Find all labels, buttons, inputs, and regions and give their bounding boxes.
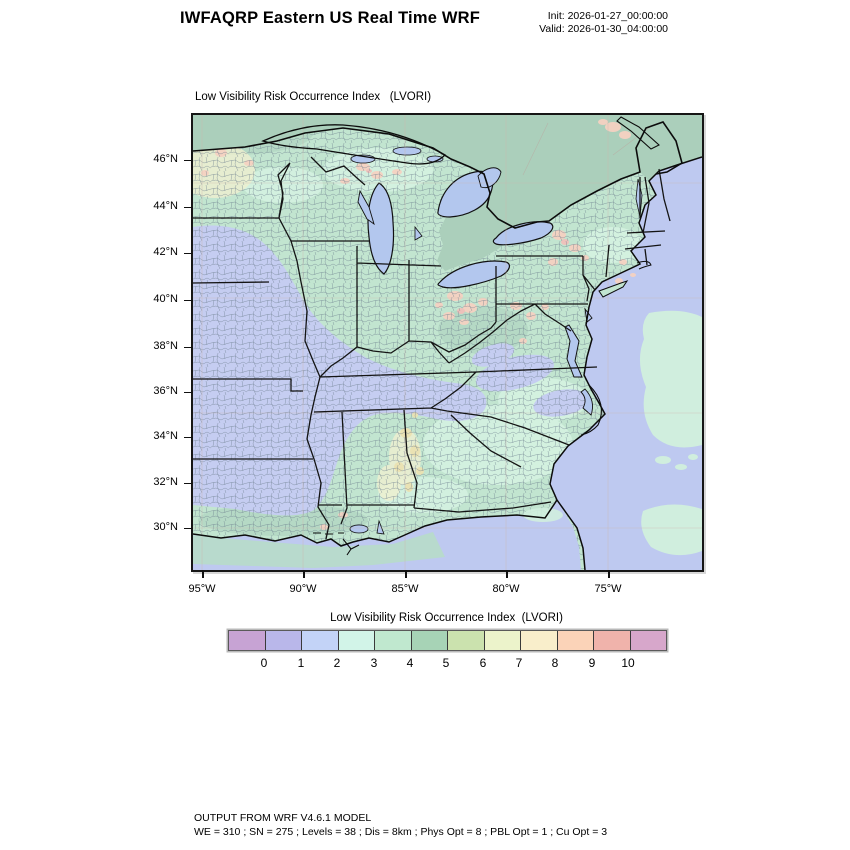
colorbar	[228, 630, 667, 651]
colorbar-segment	[229, 631, 266, 650]
graticule	[193, 115, 702, 570]
nova-scotia	[616, 116, 660, 150]
y-tick-label: 30°N	[153, 521, 178, 533]
x-tick-label: 85°W	[391, 583, 419, 595]
footer-config-line: WE = 310 ; SN = 275 ; Levels = 38 ; Dis …	[194, 825, 608, 838]
y-tick	[184, 206, 193, 208]
colorbar-segment	[521, 631, 558, 650]
colorbar-tick-label: 2	[333, 656, 341, 670]
colorbar-tick-label: 3	[370, 656, 378, 670]
footer-notes: OUTPUT FROM WRF V4.6.1 MODEL WE = 310 ; …	[194, 812, 607, 839]
colorbar-tick-label: 9	[588, 656, 596, 670]
canada-region	[193, 115, 702, 271]
colorbar-tick-label: 1	[297, 656, 305, 670]
map-plot-svg	[192, 115, 703, 571]
y-tick	[184, 391, 193, 393]
colorbar-segment	[338, 631, 375, 650]
figure-title: IWFAQRP Eastern US Real Time WRF	[179, 9, 481, 27]
y-tick-label: 32°N	[153, 476, 178, 488]
colorbar-tick-label: 4	[406, 656, 414, 670]
colorbar-segment	[448, 631, 485, 650]
colorbar-segment	[594, 631, 631, 650]
map-title: Low Visibility Risk Occurrence Index (LV…	[195, 91, 432, 103]
colorbar-tick-label: 7	[515, 656, 523, 670]
y-tick-label: 38°N	[153, 340, 178, 352]
y-tick	[184, 299, 193, 301]
y-tick-label: 36°N	[153, 385, 178, 397]
canada-border	[192, 121, 683, 229]
colorbar-segment	[630, 631, 666, 650]
y-tick	[184, 252, 193, 254]
y-tick	[184, 482, 193, 484]
colorbar-tick-label: 10	[621, 656, 635, 670]
y-tick	[184, 527, 193, 529]
state-borders	[192, 156, 671, 540]
x-tick	[303, 570, 305, 578]
y-tick-label: 44°N	[153, 200, 178, 212]
x-tick-label: 80°W	[492, 583, 520, 595]
x-tick	[608, 570, 610, 578]
colorbar-segment	[557, 631, 594, 650]
x-tick	[506, 570, 508, 578]
colorbar-segment	[375, 631, 412, 650]
colorbar-segment	[411, 631, 448, 650]
y-tick-label: 34°N	[153, 430, 178, 442]
long-island	[598, 280, 629, 298]
x-tick-label: 90°W	[289, 583, 317, 595]
colorbar-tick-label: 8	[551, 656, 559, 670]
x-tick	[202, 570, 204, 578]
colorbar-segment	[302, 631, 339, 650]
valid-timestamp: Valid: 2026-01-30_04:00:00	[539, 23, 668, 35]
x-tick	[405, 570, 407, 578]
x-tick-label: 75°W	[594, 583, 622, 595]
colorbar-tick-label: 5	[442, 656, 450, 670]
colorbar-tick-label: 6	[479, 656, 487, 670]
y-tick-label: 40°N	[153, 293, 178, 305]
colorbar-segment	[484, 631, 521, 650]
colorbar-title: Low Visibility Risk Occurrence Index (LV…	[330, 612, 563, 624]
y-tick	[184, 159, 193, 161]
init-timestamp: Init: 2026-01-27_00:00:00	[547, 10, 668, 22]
lvori-map	[191, 113, 704, 572]
x-tick-label: 95°W	[188, 583, 216, 595]
footer-model-line: OUTPUT FROM WRF V4.6.1 MODEL	[194, 812, 372, 824]
coastline	[192, 124, 703, 571]
y-tick-label: 46°N	[153, 153, 178, 165]
y-tick	[184, 346, 193, 348]
y-tick-label: 42°N	[153, 246, 178, 258]
colorbar-tick-label: 0	[260, 656, 268, 670]
y-tick	[184, 436, 193, 438]
run-timestamps: Init: 2026-01-27_00:00:00 Valid: 2026-01…	[468, 10, 668, 36]
colorbar-segment	[265, 631, 302, 650]
